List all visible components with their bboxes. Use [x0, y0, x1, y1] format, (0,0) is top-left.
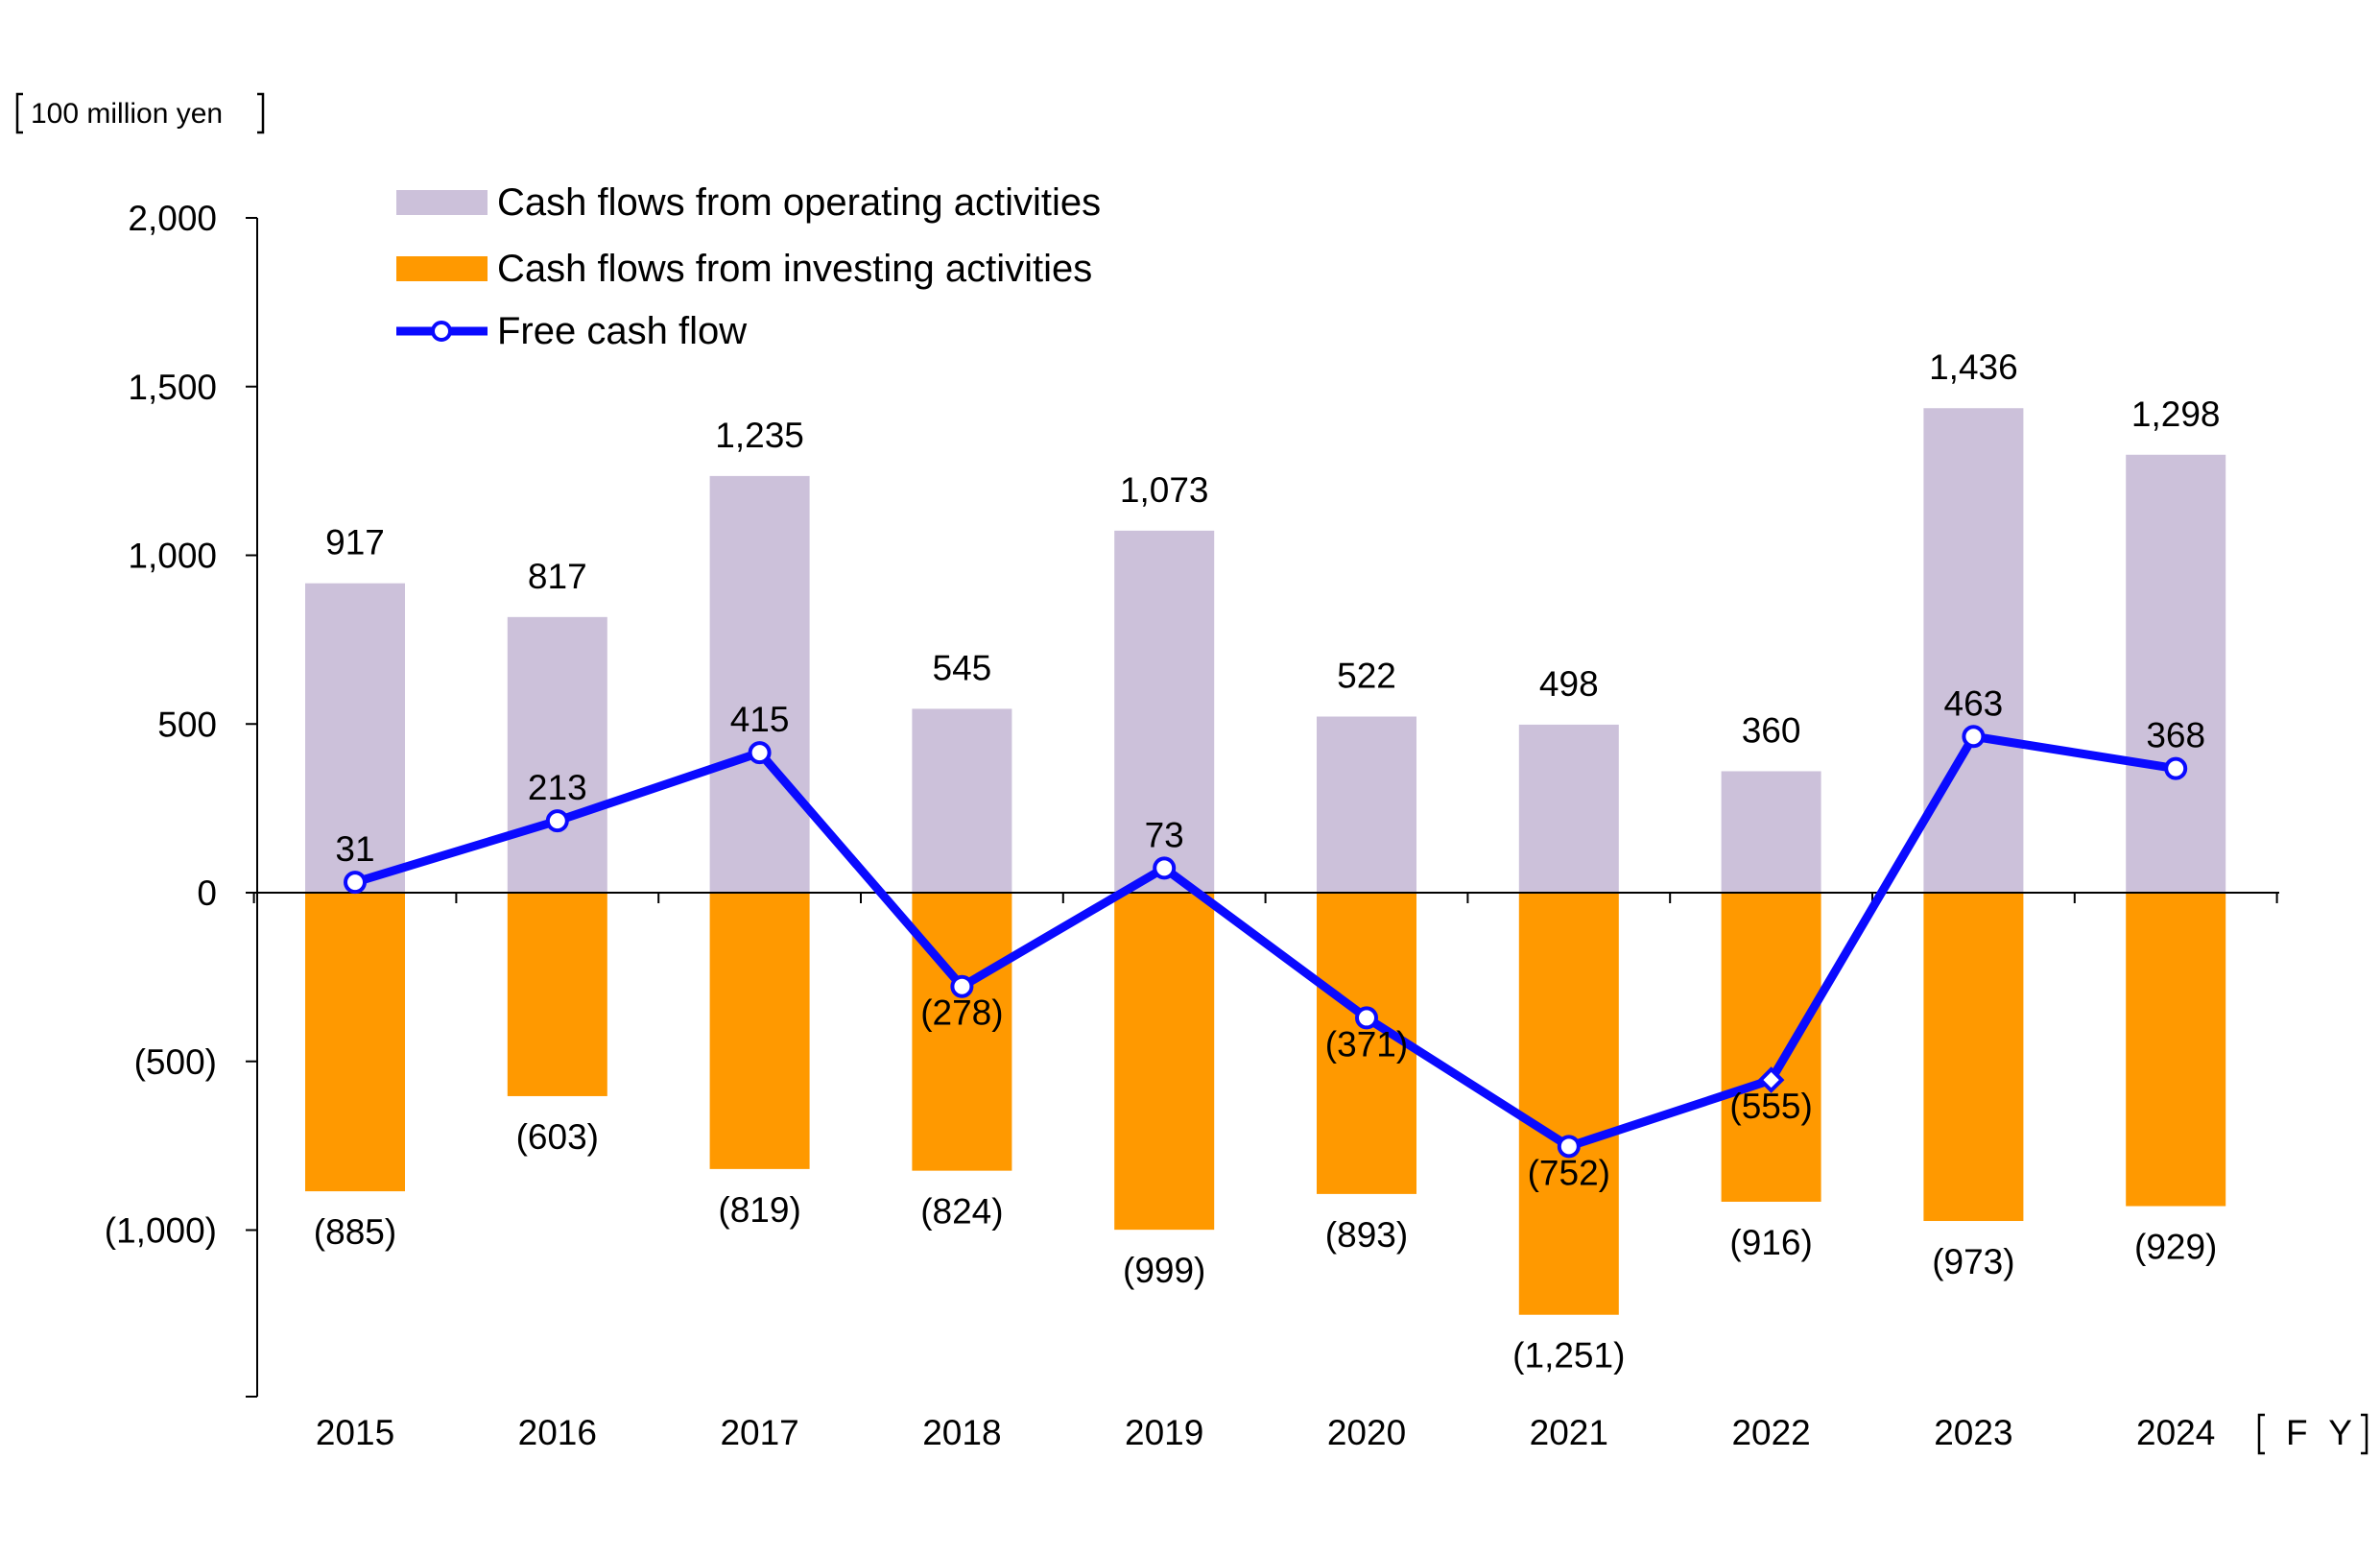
legend-operating-label: Cash flows from operating activities [497, 181, 1101, 224]
investing-cf-bar [912, 893, 1012, 1171]
free-cash-flow-marker [545, 809, 569, 833]
free-cash-flow-marker [950, 974, 974, 998]
x-unit-label: F Y [2286, 1413, 2358, 1452]
operating-cf-bar [1721, 771, 1821, 893]
y-unit-label: 100 million yen [31, 98, 223, 130]
y-tick-label: 1,500 [128, 368, 217, 407]
y-tick-label: (1,000) [105, 1211, 217, 1251]
free-cash-flow-marker [344, 871, 367, 895]
investing-cf-value-label: (885) [314, 1212, 396, 1252]
investing-cf-value-label: (893) [1325, 1215, 1408, 1255]
free-cash-flow-value-label: 368 [2146, 716, 2205, 755]
x-tick-label: 2020 [1327, 1413, 1406, 1452]
investing-cf-bar [1721, 893, 1821, 1202]
free-cash-flow-marker [1757, 1066, 1785, 1093]
free-cash-flow-value-label: 73 [1145, 815, 1184, 854]
x-tick-label: 2022 [1731, 1413, 1810, 1452]
investing-cf-bar [1923, 893, 2024, 1222]
investing-cf-value-label: (916) [1729, 1223, 1812, 1262]
y-tick-label: 1,000 [128, 537, 217, 576]
investing-cf-bar [2126, 893, 2226, 1207]
operating-cf-bar [709, 475, 810, 893]
fy-bracket-left [2257, 1413, 2265, 1455]
x-tick-label: 2018 [922, 1413, 1001, 1452]
y-tick-label: 500 [157, 705, 217, 744]
free-cash-flow-marker [2164, 756, 2188, 780]
investing-cf-value-label: (929) [2134, 1228, 2217, 1267]
line-layer [344, 725, 2188, 1159]
operating-cf-value-label: 1,073 [1120, 470, 1209, 510]
x-tick-label: 2024 [2136, 1413, 2215, 1452]
investing-cf-value-label: (819) [718, 1190, 800, 1230]
investing-cf-value-label: (824) [920, 1192, 1003, 1232]
operating-cf-bar [1114, 530, 1215, 893]
unit-bracket-left [15, 92, 23, 134]
x-tick-label: 2017 [720, 1413, 798, 1452]
operating-cf-bar [912, 708, 1012, 893]
free-cash-flow-value-label: (555) [1729, 1087, 1812, 1126]
free-cash-flow-value-label: 213 [528, 768, 587, 807]
legend-investing-swatch [396, 256, 488, 281]
investing-cf-bar [507, 893, 607, 1096]
investing-cf-bar [1114, 893, 1215, 1231]
operating-cf-value-label: 817 [528, 557, 587, 596]
operating-cf-value-label: 917 [325, 523, 385, 562]
investing-cf-value-label: (999) [1123, 1251, 1205, 1290]
axes-layer: 2,000 1,500 1,000 500 0 (500) (1,000) 2015 2016 2… [15, 92, 2368, 1455]
operating-cf-value-label: 360 [1742, 710, 1801, 750]
free-cash-flow-value-label: 463 [1944, 683, 2004, 723]
legend: Cash flows from operating activities Cash… [396, 181, 1101, 352]
investing-cf-value-label: (1,251) [1512, 1336, 1625, 1376]
investing-cf-value-label: (973) [1932, 1242, 2014, 1281]
operating-cf-value-label: 545 [933, 648, 992, 687]
free-cash-flow-marker [1153, 856, 1177, 880]
operating-cf-bar [1317, 716, 1416, 893]
bars-layer [305, 408, 2226, 1315]
y-tick-label: (500) [134, 1042, 217, 1082]
operating-cf-bar [2126, 454, 2226, 893]
operating-cf-value-label: 1,235 [715, 416, 804, 455]
y-tick-label: 2,000 [128, 199, 217, 238]
free-cash-flow-line [353, 731, 2177, 1151]
x-tick-label: 2016 [518, 1413, 597, 1452]
legend-investing-label: Cash flows from investing activities [497, 248, 1092, 290]
free-cash-flow-marker [748, 741, 772, 765]
x-tick-label: 2023 [1934, 1413, 2012, 1452]
legend-operating-swatch [396, 190, 488, 215]
free-cash-flow-value-label: 415 [730, 700, 790, 739]
operating-cf-bar [1923, 408, 2024, 893]
operating-cf-bar [507, 616, 607, 893]
fy-bracket-right [2361, 1413, 2368, 1455]
operating-cf-value-label: 1,436 [1929, 347, 2018, 387]
free-cash-flow-value-label: (371) [1325, 1024, 1408, 1064]
free-cash-flow-value-label: (752) [1528, 1153, 1610, 1192]
y-tick-label: 0 [197, 873, 217, 913]
x-tick-label: 2021 [1530, 1413, 1608, 1452]
x-tick-label: 2019 [1125, 1413, 1203, 1452]
labels-layer: 917 (885) 31 817 (603) 213 1,235 (819) 415 545 (82… [314, 347, 2221, 1375]
operating-cf-bar [305, 583, 405, 893]
free-cash-flow-marker [1557, 1135, 1581, 1159]
investing-cf-value-label: (603) [516, 1117, 599, 1157]
unit-bracket-right [257, 92, 265, 134]
operating-cf-bar [1518, 724, 1619, 893]
x-tick-label: 2015 [316, 1413, 394, 1452]
operating-cf-value-label: 522 [1337, 657, 1396, 696]
operating-cf-value-label: 498 [1539, 664, 1599, 704]
free-cash-flow-marker [1355, 1006, 1378, 1030]
operating-cf-value-label: 1,298 [2131, 395, 2221, 434]
legend-fcf-label: Free cash flow [497, 310, 747, 352]
investing-cf-bar [305, 893, 405, 1192]
free-cash-flow-marker [1962, 725, 1986, 749]
legend-fcf-marker [431, 321, 452, 342]
free-cash-flow-value-label: 31 [335, 829, 374, 869]
investing-cf-bar [709, 893, 810, 1169]
free-cash-flow-value-label: (278) [920, 993, 1003, 1033]
investing-cf-bar [1518, 893, 1619, 1315]
